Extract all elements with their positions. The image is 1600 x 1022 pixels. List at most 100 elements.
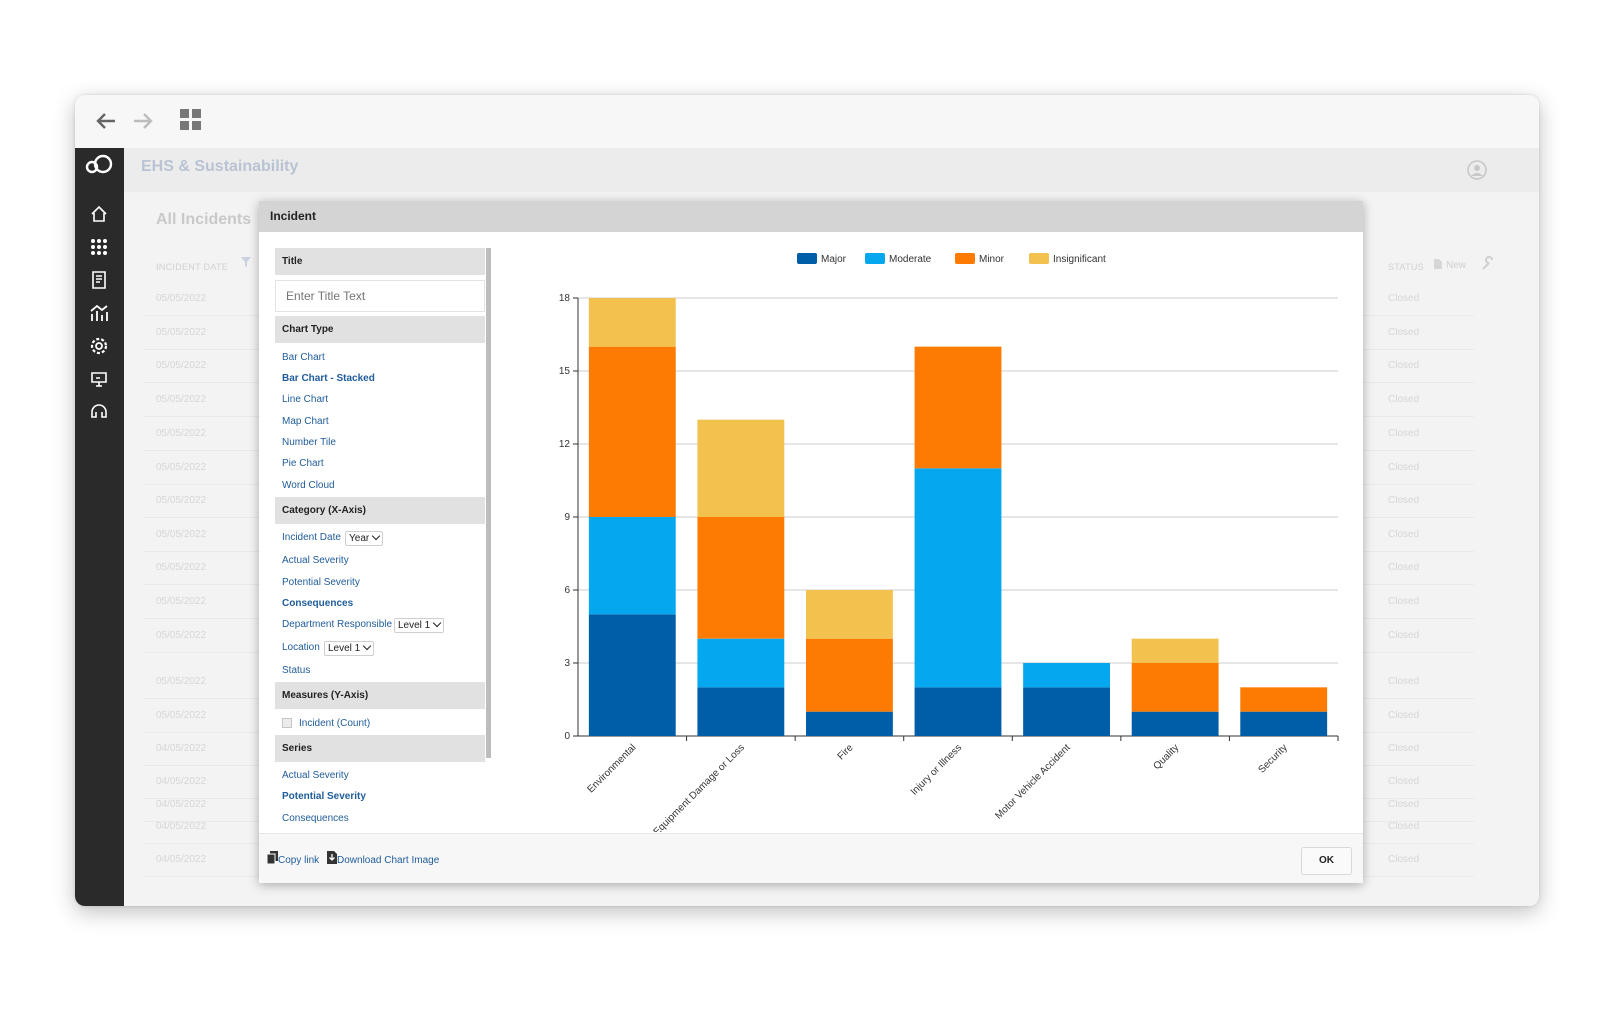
measure-incident-count[interactable]: Incident (Count): [299, 718, 371, 729]
wrench-icon[interactable]: [1480, 256, 1496, 272]
table-row-status: Closed: [1388, 428, 1420, 439]
table-row-status: Closed: [1388, 327, 1420, 338]
table-row-status: Closed: [1388, 462, 1420, 473]
filter-icon[interactable]: [240, 256, 252, 268]
series-potential-severity[interactable]: Potential Severity: [282, 791, 366, 802]
table-row-status: Closed: [1388, 630, 1420, 641]
chart-type-bar[interactable]: Bar Chart: [282, 352, 325, 363]
column-header-incident-date[interactable]: INCIDENT DATE: [156, 262, 229, 272]
chart-type-map[interactable]: Map Chart: [282, 416, 329, 427]
table-row-date: 04/05/2022: [156, 854, 207, 865]
x-tick-label: Motor Vehicle Accident: [993, 742, 1072, 821]
modal-footer: Copy link Download Chart Image OK: [259, 833, 1363, 883]
legend-swatch-minor: [955, 253, 975, 264]
table-row-status: Closed: [1388, 360, 1420, 371]
incident-date-select-value: Year: [349, 533, 370, 544]
document-icon[interactable]: [89, 270, 109, 290]
legend-swatch-moderate: [865, 253, 885, 264]
category-actual-severity[interactable]: Actual Severity: [282, 555, 349, 566]
legend-label-moderate: Moderate: [889, 254, 932, 265]
category-location[interactable]: Location: [282, 642, 320, 653]
series-consequences[interactable]: Consequences: [282, 813, 349, 824]
table-row-status: Closed: [1388, 495, 1420, 506]
category-department-responsible[interactable]: Department Responsible: [282, 619, 393, 630]
series-section-header: Series: [275, 735, 485, 762]
table-row-date: 05/05/2022: [156, 529, 207, 540]
category-incident-date[interactable]: Incident Date: [282, 532, 341, 543]
bar-segment-minor: [914, 346, 1002, 469]
download-chart-image-button[interactable]: Download Chart Image: [327, 851, 439, 866]
new-button-label: New: [1446, 260, 1467, 271]
incident-date-period-select[interactable]: Year: [345, 531, 384, 546]
category-potential-severity[interactable]: Potential Severity: [282, 577, 360, 588]
support-icon[interactable]: [89, 402, 109, 422]
y-tick-label: 6: [564, 585, 570, 596]
chart-type-line[interactable]: Line Chart: [282, 394, 329, 405]
user-avatar-icon[interactable]: [1467, 160, 1487, 180]
department-select-value: Level 1: [398, 620, 431, 631]
settings-gear-icon[interactable]: [89, 336, 109, 356]
list-title[interactable]: All Incidents: [156, 211, 252, 228]
table-row-status: Closed: [1388, 854, 1420, 865]
chart-type-section-header: Chart Type: [275, 316, 485, 343]
y-tick-label: 0: [564, 731, 570, 742]
left-nav-rail: [75, 148, 124, 906]
bar-segment-moderate: [588, 517, 676, 615]
department-level-select[interactable]: Level 1: [394, 618, 445, 633]
home-icon[interactable]: [89, 204, 109, 224]
table-row-status: Closed: [1388, 596, 1420, 607]
app-title: EHS & Sustainability: [141, 158, 299, 175]
app-grid-icon[interactable]: [179, 108, 203, 132]
y-tick-label: 18: [559, 293, 571, 304]
table-row-date: 04/05/2022: [156, 743, 207, 754]
new-button[interactable]: New: [1433, 258, 1466, 271]
category-status[interactable]: Status: [282, 665, 311, 676]
category-section-header: Category (X-Axis): [275, 497, 485, 524]
category-consequences[interactable]: Consequences: [282, 598, 354, 609]
bar-segment-moderate: [697, 638, 785, 688]
bar-segment-moderate: [1023, 663, 1110, 688]
chart-type-pie[interactable]: Pie Chart: [282, 458, 324, 469]
legend-label-insignificant: Insignificant: [1053, 254, 1106, 265]
table-row-status: Closed: [1388, 676, 1420, 687]
download-label: Download Chart Image: [337, 855, 440, 866]
bar-segment-major: [1240, 711, 1328, 736]
modal-title: Incident: [270, 209, 317, 223]
chart-type-word-cloud[interactable]: Word Cloud: [282, 480, 335, 491]
bar-segment-minor: [697, 517, 785, 639]
series-actual-severity[interactable]: Actual Severity: [282, 770, 349, 781]
table-row-date: 04/05/2022: [156, 821, 207, 832]
table-row-date: 04/05/2022: [156, 776, 207, 787]
chart-type-bar-stacked[interactable]: Bar Chart - Stacked: [282, 373, 375, 384]
bar-segment-minor: [1131, 663, 1219, 712]
bar-segment-insignificant: [697, 419, 785, 517]
logo-icon[interactable]: [83, 152, 113, 178]
table-row-status: Closed: [1388, 743, 1420, 754]
bar-segment-minor: [588, 346, 676, 517]
y-tick-label: 9: [564, 512, 570, 523]
table-row-status: Closed: [1388, 562, 1420, 573]
chart-type-number-tile[interactable]: Number Tile: [282, 437, 336, 448]
copy-link-label: Copy link: [278, 855, 320, 866]
column-header-status[interactable]: STATUS: [1388, 262, 1424, 272]
copy-icon: [266, 851, 278, 865]
measure-checkbox[interactable]: [282, 718, 292, 728]
bar-segment-minor: [806, 638, 893, 712]
chart-title-input[interactable]: [275, 280, 485, 312]
x-tick-label: Quality: [1151, 742, 1181, 772]
panel-scrollbar[interactable]: [486, 248, 491, 758]
training-icon[interactable]: [89, 369, 109, 389]
copy-link-button[interactable]: Copy link: [266, 851, 320, 866]
stacked-bar-chart: 0 3 6 9 12 15 18 Environmental Equipment Damage …: [559, 253, 1339, 832]
chart-options-panel: Title Chart Type Bar Chart Bar Chart - S…: [275, 248, 489, 834]
y-tick-label: 3: [564, 658, 570, 669]
ok-button[interactable]: OK: [1301, 847, 1352, 875]
y-tick-label: 15: [559, 366, 571, 377]
back-arrow-icon[interactable]: [93, 108, 119, 134]
location-level-select[interactable]: Level 1: [324, 641, 375, 656]
forward-arrow-icon[interactable]: [130, 108, 156, 134]
analytics-icon[interactable]: [89, 303, 109, 323]
bar-segment-insignificant: [588, 298, 676, 347]
apps-icon[interactable]: [89, 237, 109, 257]
bar-segment-insignificant: [806, 590, 893, 639]
